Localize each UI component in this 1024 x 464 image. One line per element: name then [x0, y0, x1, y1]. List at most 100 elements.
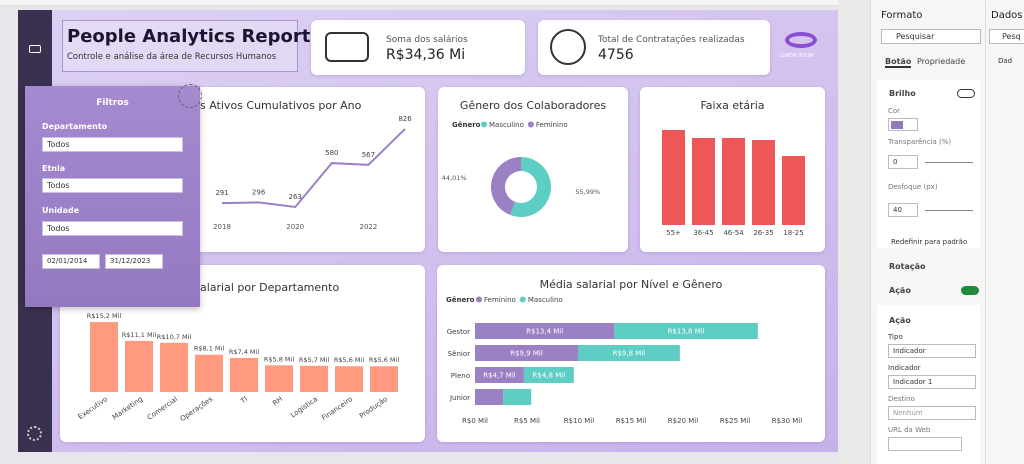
bar-segment	[523, 367, 574, 383]
legend-title: Gênero	[452, 121, 481, 129]
date-start[interactable]: 02/01/2014	[42, 254, 100, 269]
bar-segment	[475, 345, 578, 361]
x-tick-label: 26-35	[753, 229, 773, 237]
x-tick-label: Executivo	[77, 395, 109, 421]
settings-icon[interactable]	[27, 426, 42, 441]
slider[interactable]	[925, 162, 973, 163]
dropdown[interactable]: Indicador 1	[888, 375, 976, 389]
bar-segment	[614, 323, 758, 339]
kpi-card: Total de Contratações realizadas 4756	[538, 20, 770, 75]
bar	[370, 366, 398, 392]
data-label: R$9,8 Mil	[613, 350, 646, 358]
x-tick-label: 2020	[286, 223, 304, 231]
section-label[interactable]: Ação	[889, 286, 911, 295]
field-label: Transparência (%)	[888, 138, 952, 146]
filter-dropdown[interactable]: Todos	[42, 221, 183, 236]
x-tick-label: 46-54	[723, 229, 744, 237]
bar	[300, 365, 328, 392]
kpi-value: 4756	[598, 47, 634, 63]
tab[interactable]: Propriedade	[917, 57, 966, 66]
data-label: R$13,8 Mil	[668, 328, 705, 336]
toggle[interactable]	[957, 89, 975, 98]
legend-label: Masculino	[528, 296, 563, 304]
color-picker[interactable]	[888, 118, 918, 131]
field-label: Cor	[888, 107, 901, 115]
section-label[interactable]: Ação	[889, 316, 911, 325]
filter-title: Filtros	[96, 98, 129, 108]
filter-dropdown[interactable]: Todos	[42, 137, 183, 152]
chart-title: s Ativos Cumulativos por Ano	[200, 99, 362, 112]
table-item[interactable]: Dad	[998, 57, 1013, 65]
field-label: URL da Web	[888, 426, 931, 434]
filter-dropdown[interactable]: Todos	[42, 178, 183, 193]
bar-segment	[475, 389, 504, 405]
pane-title: Dados	[991, 10, 1023, 21]
canvas-gutter	[838, 0, 870, 464]
logo-icon	[785, 32, 817, 48]
legend-swatch	[481, 121, 487, 128]
data-label: 291	[215, 189, 228, 197]
data-label: R$7,4 Mil	[229, 348, 259, 356]
dropdown[interactable]: Indicador	[888, 344, 976, 358]
bar	[335, 366, 363, 392]
x-tick-label: TI	[239, 395, 250, 406]
selection-handle[interactable]	[178, 84, 202, 108]
slider[interactable]	[925, 210, 973, 211]
search-box[interactable]: Pesquisar	[881, 29, 981, 44]
data-label: 263	[289, 193, 302, 201]
bar	[90, 322, 118, 392]
tab[interactable]: Botão	[885, 57, 912, 68]
date-end[interactable]: 31/12/2023	[105, 254, 163, 269]
chart-title: Gênero dos Colaboradores	[459, 99, 607, 112]
bar	[230, 357, 258, 392]
ribbon-strip	[0, 0, 870, 6]
logo-text: LOREM IPSUM	[779, 53, 814, 59]
number-input[interactable]: 40	[888, 203, 918, 217]
chart-title: alarial por Departamento	[200, 281, 340, 294]
bar	[265, 365, 293, 392]
data-label: R$4,7 Mil	[483, 372, 516, 380]
data-label: 44,01%	[442, 174, 467, 182]
section-label[interactable]: Rotação	[889, 262, 926, 271]
data-label: 567	[362, 151, 375, 159]
data-label: R$9,9 Mil	[510, 350, 543, 358]
dropdown[interactable]: Nenhum	[888, 406, 976, 420]
x-tick-label: RH	[271, 395, 284, 407]
line	[221, 128, 406, 209]
legend-label: Feminino	[484, 296, 516, 304]
legend-label: Masculino	[489, 121, 524, 129]
bar	[722, 138, 745, 225]
x-tick-label: Produção	[358, 395, 389, 420]
x-tick-label: Comercial	[146, 395, 179, 422]
filter-label: Unidade	[42, 206, 80, 215]
number-input[interactable]: 0	[888, 155, 918, 169]
data-label: 826	[398, 115, 412, 123]
field-label: Desfoque (px)	[888, 183, 938, 191]
chart-marks: 291 2018 296 263 2020 580 567 2022 826 Gênero 55,9…	[77, 115, 805, 425]
bar	[662, 130, 685, 225]
url-input[interactable]	[888, 437, 962, 451]
legend-swatch	[519, 296, 526, 303]
search-box[interactable]: Pesq	[989, 29, 1024, 44]
kpi-label: Total de Contratações realizadas	[598, 35, 745, 45]
format-pane: Formato Pesquisar Botão Propriedade Bril…	[870, 0, 985, 464]
x-tick-label: R$0 Mil	[462, 417, 488, 425]
x-tick-label: R$20 Mil	[668, 417, 698, 425]
page-icon[interactable]	[29, 45, 41, 53]
donut-slice	[491, 157, 521, 215]
bar	[125, 340, 153, 392]
data-label: R$15,2 Mil	[87, 312, 122, 320]
x-tick-label: R$10 Mil	[564, 417, 594, 425]
x-tick-label: R$30 Mil	[772, 417, 802, 425]
reset-link[interactable]: Redefinir para padrão	[891, 238, 968, 246]
data-label: 296	[252, 188, 266, 196]
toggle[interactable]	[961, 286, 979, 295]
legend-label: Feminino	[536, 121, 568, 129]
bar-segment	[577, 345, 680, 361]
bar-segment	[503, 389, 532, 405]
data-pane: Dados Pesq Dad	[985, 0, 1024, 464]
pane-title: Formato	[881, 10, 923, 21]
data-label: R$10,7 Mil	[157, 333, 192, 341]
data-label: R$4,8 Mil	[533, 372, 566, 380]
x-tick-label: R$25 Mil	[720, 417, 750, 425]
